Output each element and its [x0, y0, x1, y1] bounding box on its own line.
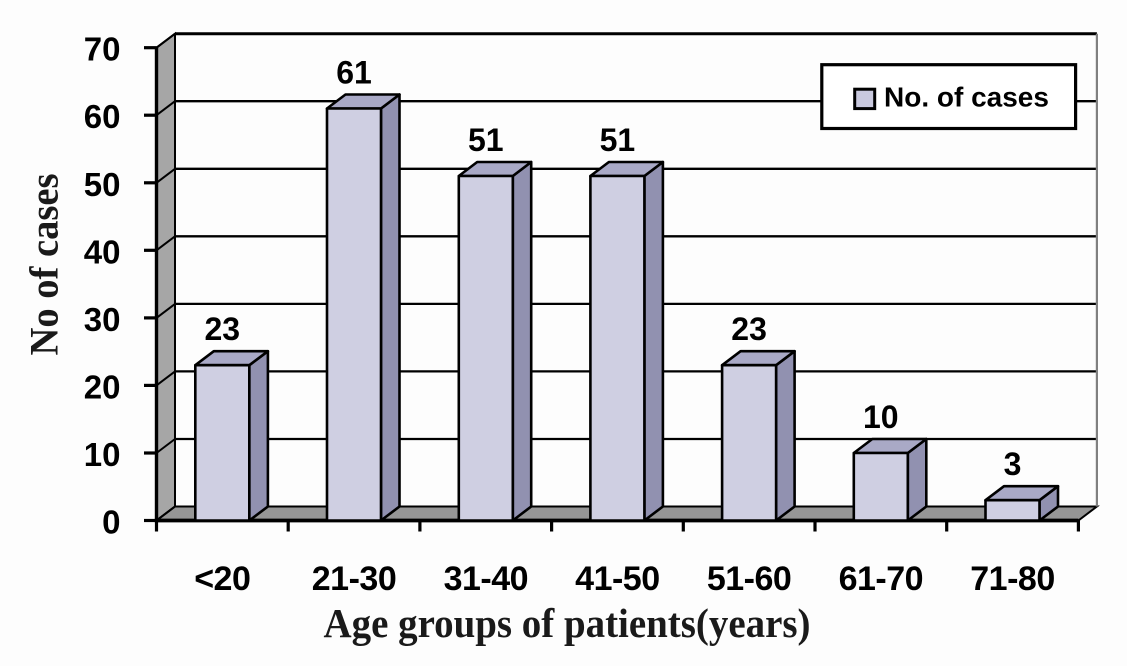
- svg-text:23: 23: [731, 311, 767, 347]
- svg-text:23: 23: [205, 311, 241, 347]
- svg-text:51: 51: [600, 122, 636, 158]
- svg-text:20: 20: [84, 368, 121, 405]
- svg-text:61: 61: [336, 55, 372, 91]
- svg-text:60: 60: [84, 98, 121, 135]
- svg-text:21-30: 21-30: [312, 560, 396, 598]
- svg-text:0: 0: [102, 504, 120, 541]
- svg-text:No of cases: No of cases: [22, 174, 67, 356]
- svg-text:No. of cases: No. of cases: [884, 82, 1049, 113]
- svg-text:3: 3: [1004, 446, 1022, 482]
- svg-text:40: 40: [84, 233, 121, 270]
- svg-text:51: 51: [468, 122, 504, 158]
- svg-text:71-80: 71-80: [970, 560, 1054, 598]
- svg-text:30: 30: [84, 301, 121, 338]
- svg-text:70: 70: [84, 31, 121, 68]
- svg-text:41-50: 41-50: [575, 560, 659, 598]
- svg-text:10: 10: [84, 436, 121, 473]
- svg-text:Age groups of patients(years): Age groups of patients(years): [324, 600, 811, 646]
- svg-text:31-40: 31-40: [444, 560, 528, 598]
- svg-text:51-60: 51-60: [707, 560, 791, 598]
- svg-text:61-70: 61-70: [839, 560, 923, 598]
- svg-text:50: 50: [84, 166, 121, 203]
- svg-text:10: 10: [863, 399, 899, 435]
- svg-text:<20: <20: [194, 560, 250, 598]
